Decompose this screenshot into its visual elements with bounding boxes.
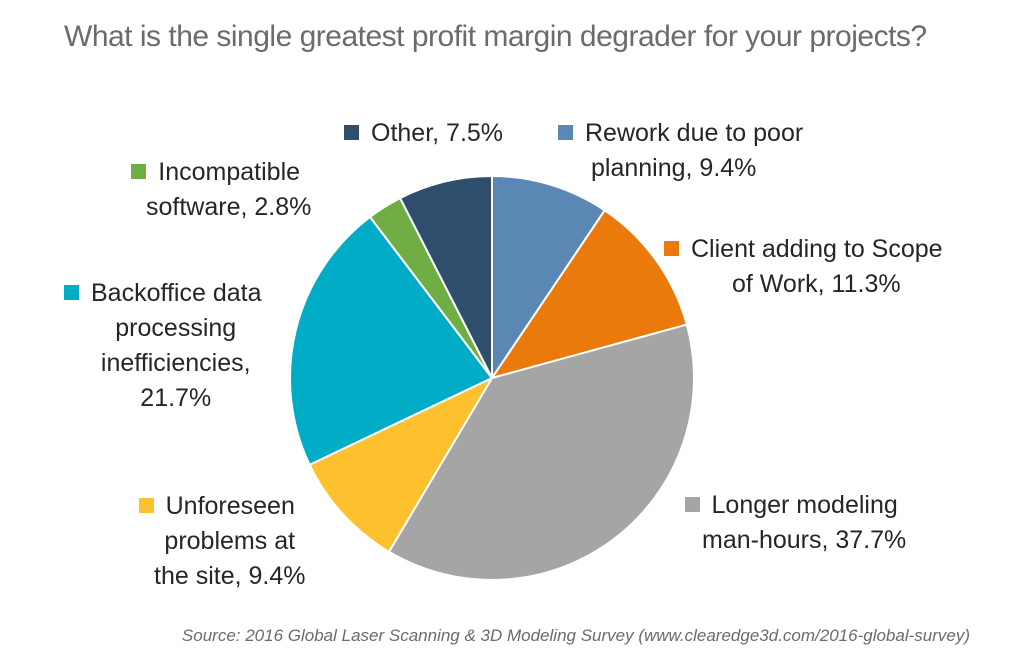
label-line: software, 2.8% xyxy=(146,193,312,221)
label-backoffice: Backoffice data processing inefficiencie… xyxy=(64,276,261,416)
label-line: Incompatible xyxy=(158,158,301,186)
legend-swatch xyxy=(64,285,79,300)
legend-swatch xyxy=(344,125,359,140)
pie-slice xyxy=(387,323,695,581)
legend-swatch xyxy=(131,164,147,179)
label-line: the site, 9.4% xyxy=(154,562,306,590)
label-line: 21.7% xyxy=(140,384,212,412)
label-longer-modeling: Longer modeling man-hours, 37.7% xyxy=(676,488,906,558)
label-line: Rework due to poor xyxy=(585,119,804,147)
pie-slice xyxy=(289,215,494,467)
label-line: planning, 9.4% xyxy=(591,154,757,182)
legend-swatch xyxy=(558,125,573,140)
label-line: Unforeseen xyxy=(165,492,295,520)
label-client-scope: Client adding to Scope of Work, 11.3% xyxy=(664,232,943,302)
legend-swatch xyxy=(684,497,700,512)
label-line: processing xyxy=(115,314,237,342)
legend-swatch xyxy=(664,241,679,256)
source-note: Source: 2016 Global Laser Scanning & 3D … xyxy=(181,626,970,645)
label-line: Client adding to Scope xyxy=(691,235,943,263)
label-line: man-hours, 37.7% xyxy=(702,526,907,554)
pie-slice xyxy=(489,208,689,380)
chart-title: What is the single greatest profit margi… xyxy=(64,20,927,53)
label-line: of Work, 11.3% xyxy=(731,270,901,298)
label-rework: Rework due to poor planning, 9.4% xyxy=(558,116,803,186)
label-incompatible: Incompatible software, 2.8% xyxy=(120,155,311,225)
label-line: inefficiencies, xyxy=(100,349,251,377)
pie-slice xyxy=(398,174,493,379)
label-line: Other, 7.5% xyxy=(371,119,504,147)
pie-slice xyxy=(491,174,607,382)
label-line: problems at xyxy=(164,527,296,555)
legend-swatch xyxy=(138,498,154,513)
label-other: Other, 7.5% xyxy=(344,116,503,151)
label-line: Backoffice data xyxy=(91,279,262,307)
label-unforeseen: Unforeseen problems at the site, 9.4% xyxy=(128,489,305,594)
label-line: Longer modeling xyxy=(711,491,898,519)
pie-slice xyxy=(308,375,495,554)
